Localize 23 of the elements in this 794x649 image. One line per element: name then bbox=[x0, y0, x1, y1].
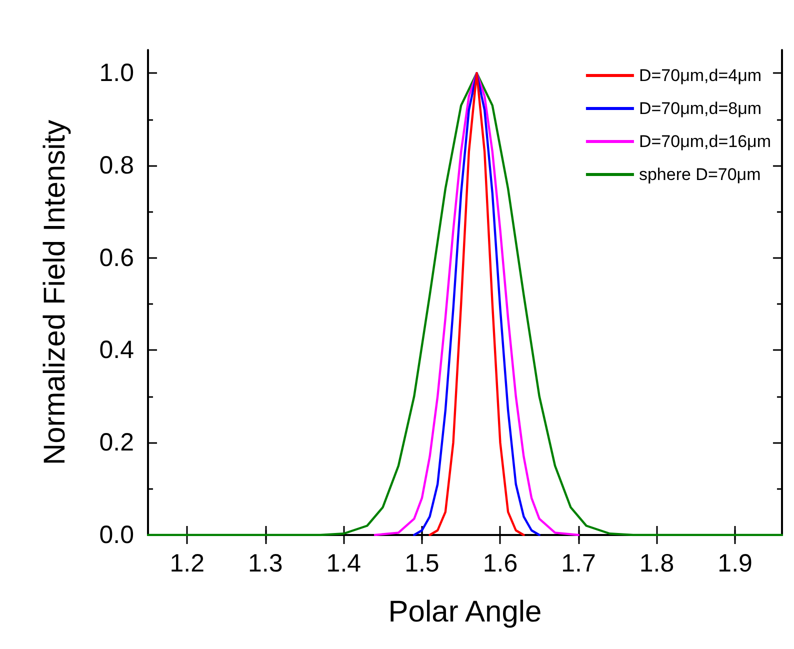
x-tick-label: 1.4 bbox=[326, 550, 362, 578]
x-tick-label: 1.3 bbox=[248, 550, 283, 578]
y-tick-label: 1.0 bbox=[99, 59, 134, 88]
x-tick-label: 1.9 bbox=[718, 550, 752, 578]
y-axis-title: Normalized Field Intensity bbox=[38, 120, 72, 466]
x-axis-title: Polar Angle bbox=[388, 596, 542, 628]
y-tick-label: 0.0 bbox=[99, 521, 134, 549]
x-tick-label: 1.6 bbox=[482, 550, 518, 578]
y-tick-label: 0.8 bbox=[99, 151, 134, 180]
x-tick-label: 1.5 bbox=[404, 550, 440, 578]
y-tick-label: 0.4 bbox=[99, 336, 134, 364]
legend-label: D=70μm,d=16μm bbox=[638, 132, 772, 151]
x-tick-label: 1.8 bbox=[639, 550, 674, 578]
line-series bbox=[413, 72, 540, 536]
line-series bbox=[374, 72, 580, 536]
y-tick-label: 0.2 bbox=[99, 428, 134, 457]
legend-label: sphere D=70μm bbox=[638, 165, 761, 184]
x-tick-label: 1.2 bbox=[170, 550, 205, 578]
legend-label: D=70μm,d=8μm bbox=[638, 99, 762, 118]
x-tick-label: 1.7 bbox=[561, 550, 596, 578]
legend-label: D=70μm,d=4μm bbox=[638, 66, 762, 85]
line-series bbox=[428, 72, 525, 536]
y-tick-label: 0.6 bbox=[99, 244, 134, 272]
